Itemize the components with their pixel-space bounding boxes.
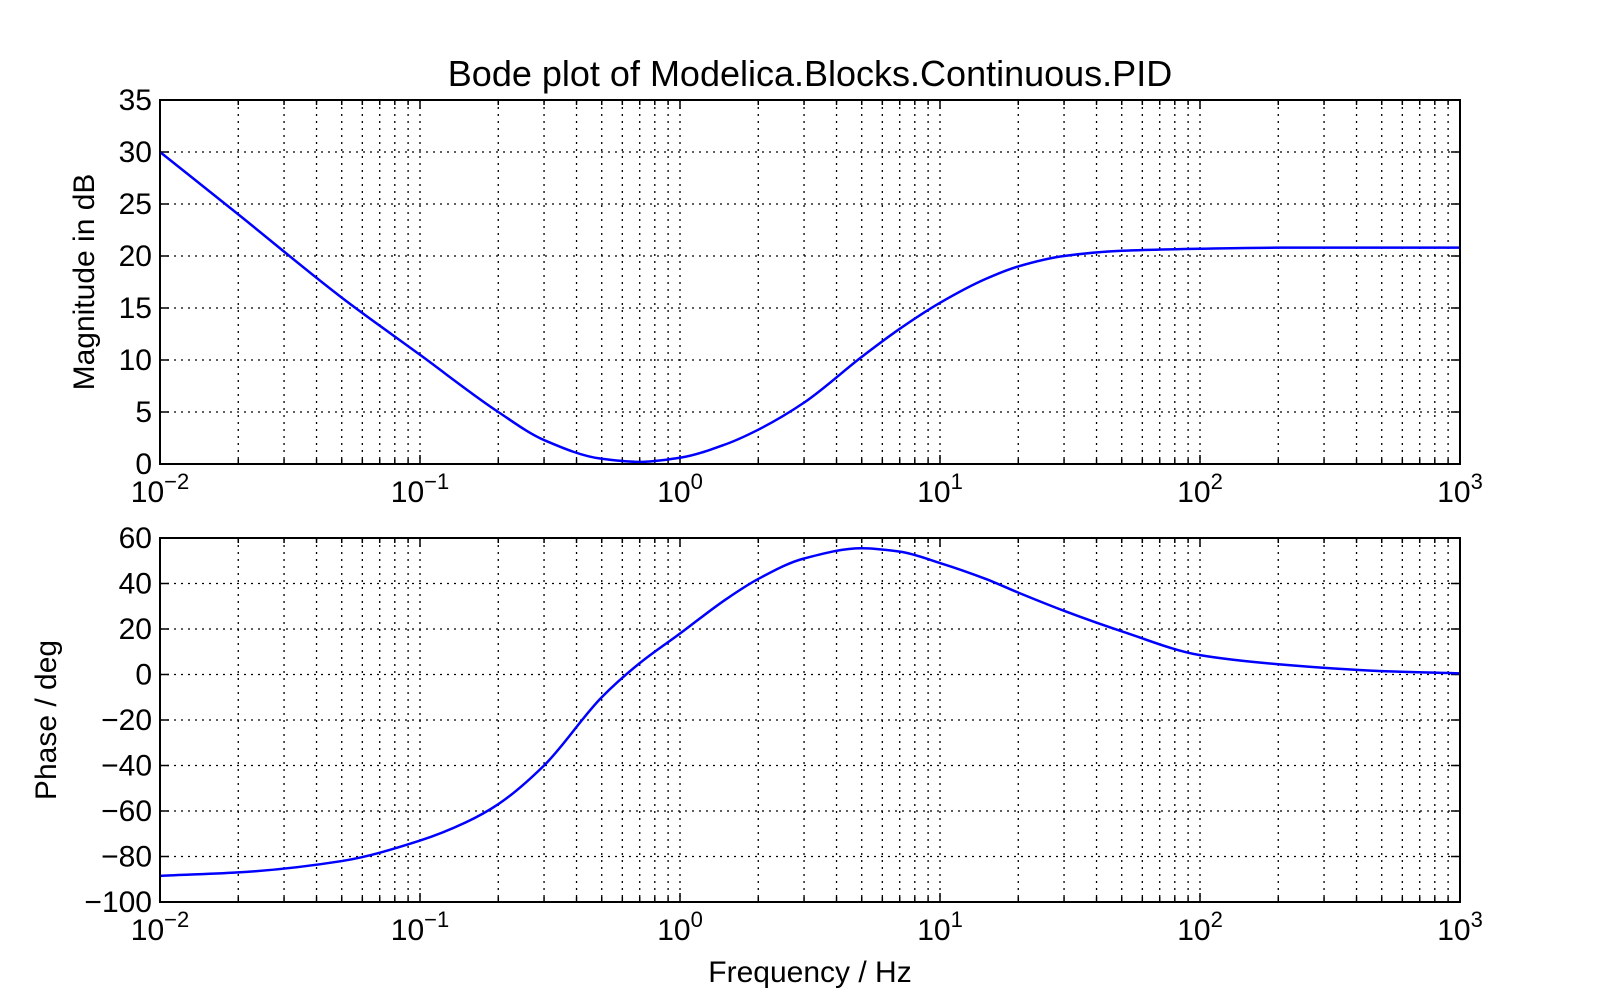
magnitude-x-tick-label: 100 [657,469,703,509]
chart-title: Bode plot of Modelica.Blocks.Continuous.… [448,53,1172,94]
magnitude-curve [159,151,1460,464]
magnitude-x-tick-label: 103 [1437,469,1483,509]
magnitude-y-tick-label: 15 [119,292,152,325]
phase-x-tick-label: 100 [657,907,703,947]
magnitude-axes-frame [159,99,1461,465]
magnitude-x-tick-label: 102 [1177,469,1223,509]
magnitude-plot: 0 5 10 15 20 25 30 35 10−2 10−1 100 101 102 103 Bode … [68,53,1483,509]
magnitude-grid [160,100,1460,464]
phase-grid [160,538,1460,902]
phase-y-tick-label: −20 [101,704,152,737]
phase-y-tick-label: 60 [119,522,152,555]
phase-y-tick-label: −80 [101,841,152,874]
phase-x-tick-label: 103 [1437,907,1483,947]
phase-curve [159,546,1461,878]
phase-y-tick-label: −60 [101,795,152,828]
magnitude-y-tick-label: 30 [119,136,152,169]
magnitude-tick-labels: 0 5 10 15 20 25 30 35 10−2 10−1 100 101 102 103 [119,84,1483,509]
phase-x-tick-label: 101 [917,907,963,947]
phase-y-tick-label: −100 [84,886,152,919]
magnitude-y-tick-label: 10 [119,344,152,377]
magnitude-x-tick-label: 10−1 [391,469,449,509]
phase-y-tick-label: −40 [101,750,152,783]
magnitude-y-tick-label: 25 [119,188,152,221]
magnitude-y-tick-label: 20 [119,240,152,273]
magnitude-y-tick-label: 35 [119,84,152,117]
magnitude-x-tick-label: 101 [917,469,963,509]
magnitude-x-tick-label: 10−2 [131,469,189,509]
phase-y-tick-label: 20 [119,613,152,646]
x-axis-label: Frequency / Hz [708,956,911,989]
phase-y-tick-label: 0 [135,659,152,692]
magnitude-y-tick-label: 0 [135,448,152,481]
phase-x-tick-label: 102 [1177,907,1223,947]
phase-x-tick-label: 10−1 [391,907,449,947]
magnitude-y-axis-label: Magnitude in dB [68,174,101,391]
magnitude-y-tick-label: 5 [135,396,152,429]
phase-y-tick-label: 40 [119,568,152,601]
phase-x-tick-label: 10−2 [131,907,189,947]
phase-axes-frame [159,537,1461,903]
phase-y-axis-label: Phase / deg [30,640,63,800]
